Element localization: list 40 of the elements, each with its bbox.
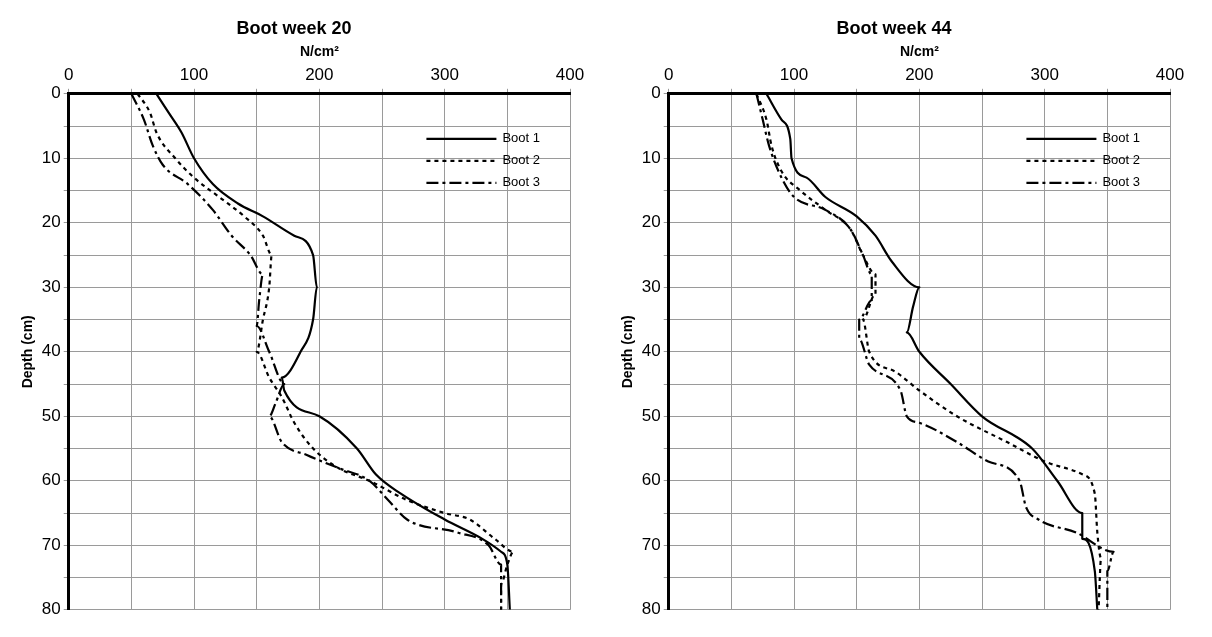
y-tick-label: 20: [641, 212, 661, 232]
y-tick-label: 50: [641, 405, 661, 425]
x-tick-label: 0: [63, 65, 74, 85]
text: Boot 3: [502, 174, 541, 190]
x-axis-title: N/cm²: [899, 42, 940, 59]
x-tick-label: 0: [663, 65, 674, 85]
y-tick-label: 10: [641, 147, 661, 167]
text: Boot 3: [1102, 174, 1141, 190]
x-tick-label: 300: [430, 65, 459, 85]
y-tick-label: 40: [641, 341, 661, 361]
y-tick-label: 70: [641, 534, 661, 554]
y-tick-label: 80: [641, 599, 661, 619]
x-tick-label: 400: [555, 65, 585, 85]
text: Boot 2: [1102, 152, 1141, 168]
x-tick-label: 300: [1030, 65, 1059, 85]
y-tick-label: 40: [41, 341, 61, 361]
x-tick-label: 200: [905, 65, 934, 85]
chart-title: Boot week 44: [836, 17, 952, 38]
x-tick-label: 200: [305, 65, 334, 85]
x-axis-title: N/cm²: [299, 42, 340, 59]
y-tick-label: 50: [41, 405, 61, 425]
x-tick-label: 100: [179, 65, 209, 85]
y-tick-label: 30: [41, 276, 61, 296]
y-tick-label: 20: [41, 212, 61, 232]
y-tick-label: 80: [41, 599, 61, 619]
y-axis-title: Depth (cm): [19, 315, 36, 389]
chart-title: Boot week 20: [236, 17, 352, 38]
y-tick-label: 0: [51, 83, 61, 103]
y-tick-label: 60: [641, 470, 661, 490]
y-tick-label: 10: [41, 147, 61, 167]
x-tick-label: 400: [1155, 65, 1185, 85]
y-tick-label: 0: [651, 83, 661, 103]
y-axis-title: Depth (cm): [619, 315, 636, 389]
y-tick-label: 30: [641, 276, 661, 296]
y-tick-label: 70: [41, 534, 61, 554]
x-tick-label: 100: [779, 65, 809, 85]
y-tick-label: 60: [41, 470, 61, 490]
text: Boot 2: [502, 152, 541, 168]
text: Boot 1: [1102, 130, 1141, 146]
text: Boot 1: [502, 130, 541, 146]
